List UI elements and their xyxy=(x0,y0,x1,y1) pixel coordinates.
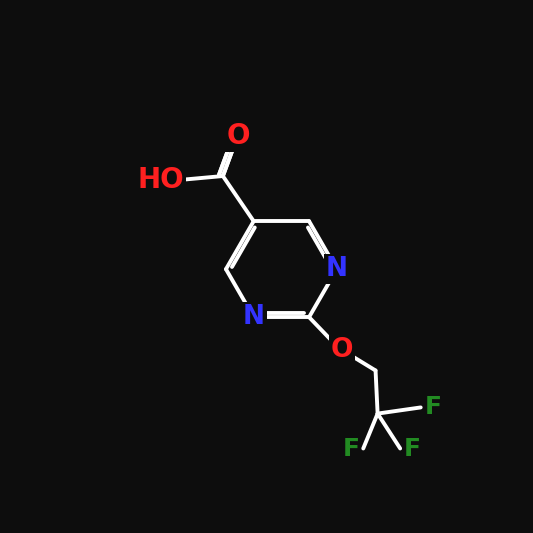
Text: F: F xyxy=(342,437,359,461)
Text: F: F xyxy=(424,395,441,419)
Text: O: O xyxy=(227,122,250,150)
Text: HO: HO xyxy=(137,166,184,194)
Text: N: N xyxy=(243,304,265,330)
Text: N: N xyxy=(326,256,348,282)
Text: F: F xyxy=(404,437,421,461)
Text: O: O xyxy=(330,337,353,363)
